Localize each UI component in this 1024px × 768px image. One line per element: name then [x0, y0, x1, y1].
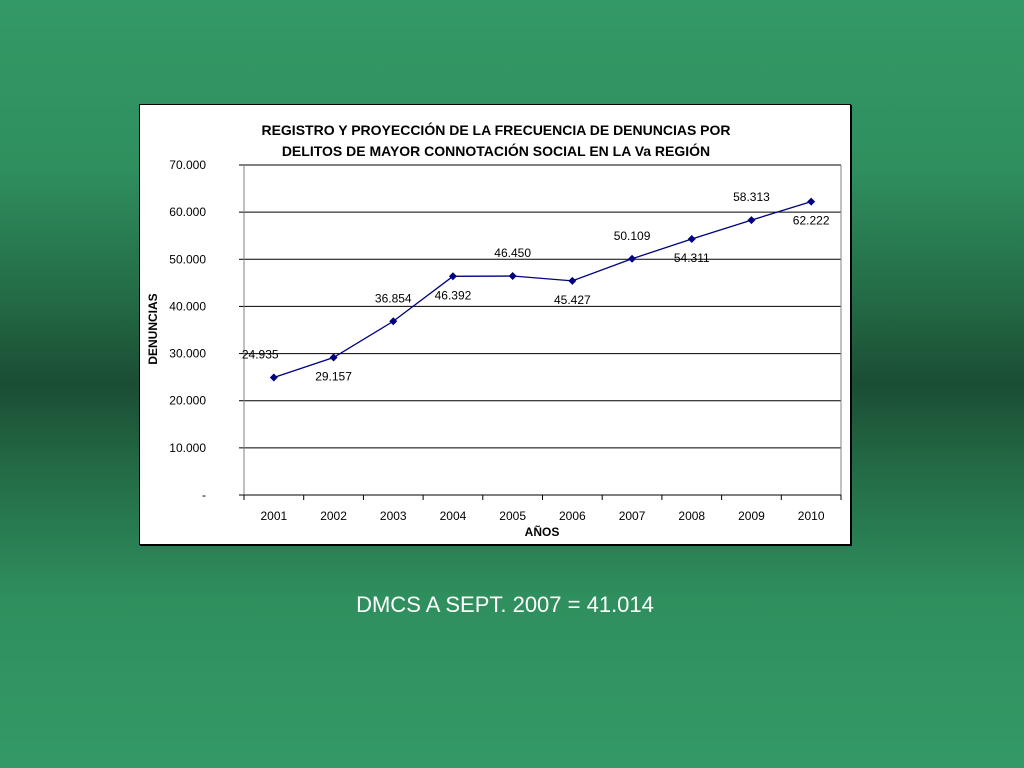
chart-title-line-2: DELITOS DE MAYOR CONNOTACIÓN SOCIAL EN L…: [282, 142, 710, 159]
x-tick-label: 2005: [499, 509, 526, 523]
data-label: 58.313: [733, 190, 770, 204]
x-tick-label: 2007: [619, 509, 646, 523]
y-axis-title: DENUNCIAS: [146, 293, 160, 364]
x-tick-label: 2004: [440, 509, 467, 523]
data-point: [269, 373, 278, 382]
y-tick-label: 40.000: [169, 299, 206, 313]
chart-title-line-1: REGISTRO Y PROYECCIÓN DE LA FRECUENCIA D…: [261, 121, 730, 138]
x-tick-label: 2006: [559, 509, 586, 523]
line-chart: REGISTRO Y PROYECCIÓN DE LA FRECUENCIA D…: [146, 121, 842, 539]
y-tick-label: 30.000: [169, 347, 206, 361]
data-point: [807, 197, 816, 206]
x-tick-label: 2010: [798, 509, 825, 523]
y-tick-label: 10.000: [169, 441, 206, 455]
data-point: [687, 234, 696, 243]
data-point: [568, 276, 577, 285]
data-label: 46.392: [435, 288, 472, 302]
x-tick-label: 2008: [678, 509, 705, 523]
x-tick-label: 2002: [320, 509, 347, 523]
data-point: [448, 272, 457, 281]
data-label: 24.935: [242, 347, 279, 361]
data-point: [508, 272, 517, 281]
data-label: 36.854: [375, 291, 412, 305]
data-label: 45.427: [554, 293, 591, 307]
data-label: 46.450: [494, 246, 531, 260]
data-label: 62.222: [793, 214, 830, 228]
y-tick-label: 50.000: [169, 252, 206, 266]
data-label: 29.157: [315, 370, 352, 384]
data-point: [329, 353, 338, 362]
y-tick-label: 20.000: [169, 394, 206, 408]
y-tick-label: -: [202, 488, 206, 502]
x-tick-label: 2003: [380, 509, 407, 523]
series-line: [273, 201, 812, 379]
x-axis-title: AÑOS: [525, 524, 560, 539]
chart-container: REGISTRO Y PROYECCIÓN DE LA FRECUENCIA D…: [139, 104, 851, 545]
data-point: [747, 216, 756, 225]
data-point: [628, 254, 637, 263]
data-label: 50.109: [614, 229, 651, 243]
plot-area: - 10.000 20.000 30.000 40.000 50.000 60.000 70.…: [169, 158, 842, 523]
x-tick-label: 2009: [738, 509, 765, 523]
x-tick-label: 2001: [260, 509, 287, 523]
data-label: 54.311: [674, 251, 710, 265]
y-tick-label: 60.000: [169, 205, 206, 219]
data-point: [389, 317, 398, 326]
y-tick-label: 70.000: [169, 158, 206, 172]
footnote-text: DMCS A SEPT. 2007 = 41.014: [356, 592, 654, 617]
